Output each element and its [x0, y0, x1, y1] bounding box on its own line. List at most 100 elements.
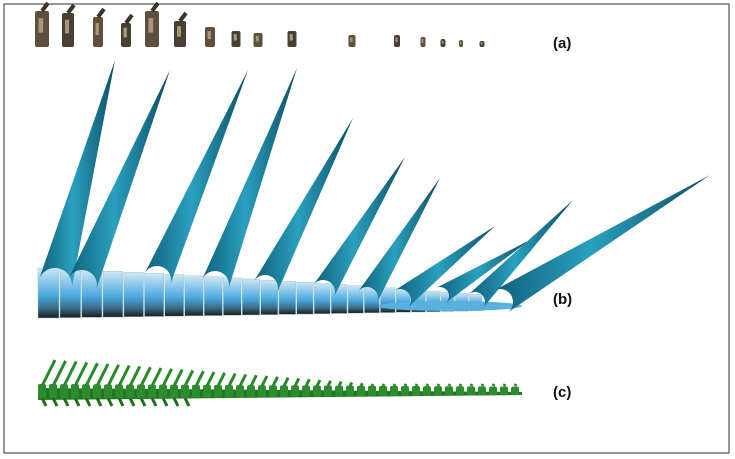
neural-spine: [238, 373, 248, 387]
neural-spine: [491, 383, 496, 387]
neural-spine: [227, 372, 237, 387]
centrum: [37, 267, 60, 319]
vertebra: [126, 384, 134, 399]
model-centra: [37, 267, 483, 319]
spine: [435, 240, 530, 304]
vertebra: [236, 385, 244, 398]
panel-label: (a): [553, 35, 571, 52]
vertebra: [434, 386, 442, 396]
centrum: [203, 276, 223, 316]
vertebra: [104, 384, 112, 399]
vertebra: [71, 384, 79, 399]
vertebra: [357, 385, 365, 397]
centrum: [144, 273, 164, 317]
fossil-highlight: [395, 37, 398, 43]
vertebra: [324, 385, 332, 397]
neural-spine: [381, 383, 386, 387]
panel-label: (b): [553, 291, 572, 308]
vertebra: [82, 384, 90, 399]
vertebra: [313, 385, 321, 397]
centrum: [184, 275, 204, 317]
centrum: [223, 277, 242, 316]
centrum: [102, 271, 124, 318]
spine: [253, 118, 353, 294]
neural-spine: [337, 380, 343, 387]
vertebra: [390, 385, 398, 397]
spine: [144, 70, 248, 286]
model-spines: [38, 60, 710, 314]
neural-spine: [161, 368, 173, 387]
rib: [51, 397, 59, 407]
neural-spine: [172, 368, 184, 387]
fossil-highlight: [38, 18, 44, 33]
neural-spine: [128, 365, 142, 387]
neural-spine: [183, 369, 195, 387]
neural-spine: [150, 367, 163, 387]
vertebra: [181, 384, 189, 398]
model-tail: [378, 301, 522, 311]
fossil-highlight: [350, 37, 353, 43]
fossil-highlight: [65, 19, 69, 34]
neural-spine: [51, 360, 67, 387]
neural-spine: [370, 383, 375, 387]
spine: [312, 157, 405, 299]
neural-spine: [282, 376, 290, 387]
vertebra: [456, 386, 464, 396]
fossil-highlight: [460, 41, 462, 45]
spine: [393, 226, 495, 309]
centrum: [278, 280, 296, 315]
vertebra: [401, 385, 409, 397]
fossil-highlight: [148, 18, 154, 33]
skeleton-reconstruction: [38, 359, 522, 407]
fossil-highlight: [480, 42, 483, 45]
vertebra: [192, 384, 200, 398]
vertebra: [115, 384, 123, 399]
vertebra: [335, 385, 343, 397]
fossil-vertebrae: [35, 1, 485, 47]
neural-spine: [458, 383, 463, 387]
neural-spine: [392, 383, 397, 387]
neural-spine: [425, 383, 430, 387]
vertebra: [412, 386, 420, 396]
neural-spine: [249, 374, 258, 387]
neural-spine: [293, 377, 301, 387]
neural-spine: [502, 383, 507, 387]
vertebra: [500, 386, 508, 396]
fossil-process: [124, 13, 134, 25]
rib: [73, 397, 81, 407]
neural-spine: [359, 382, 364, 387]
neural-spine: [73, 361, 89, 387]
vertebra: [159, 384, 167, 399]
neural-spine: [260, 375, 269, 387]
neural-spine: [414, 383, 419, 387]
neural-spine: [84, 362, 99, 387]
vertebra: [214, 384, 222, 398]
neural-spine: [216, 372, 226, 387]
vertebra: [49, 384, 57, 399]
vertebra: [93, 384, 101, 399]
vertebra: [148, 384, 156, 399]
centrum: [296, 282, 314, 315]
vertebra: [467, 386, 475, 396]
fossil-process: [178, 11, 188, 23]
fossil-highlight: [95, 23, 99, 35]
rib: [106, 397, 114, 407]
spine: [493, 175, 710, 314]
vertebra: [478, 386, 486, 396]
fossil-process: [96, 7, 106, 19]
rib: [150, 397, 158, 407]
neural-spine: [194, 370, 205, 387]
rib: [95, 397, 103, 407]
neural-spine: [95, 363, 110, 387]
centrum: [242, 278, 260, 316]
vertebra: [489, 386, 497, 396]
vertebra: [137, 384, 145, 399]
centrum: [123, 272, 144, 318]
rib: [183, 397, 191, 407]
neural-spine: [271, 376, 279, 387]
rib: [40, 397, 48, 407]
fossil-highlight: [289, 34, 293, 41]
fossil-highlight: [177, 26, 181, 37]
rib: [161, 397, 169, 407]
vertebra: [203, 384, 211, 398]
